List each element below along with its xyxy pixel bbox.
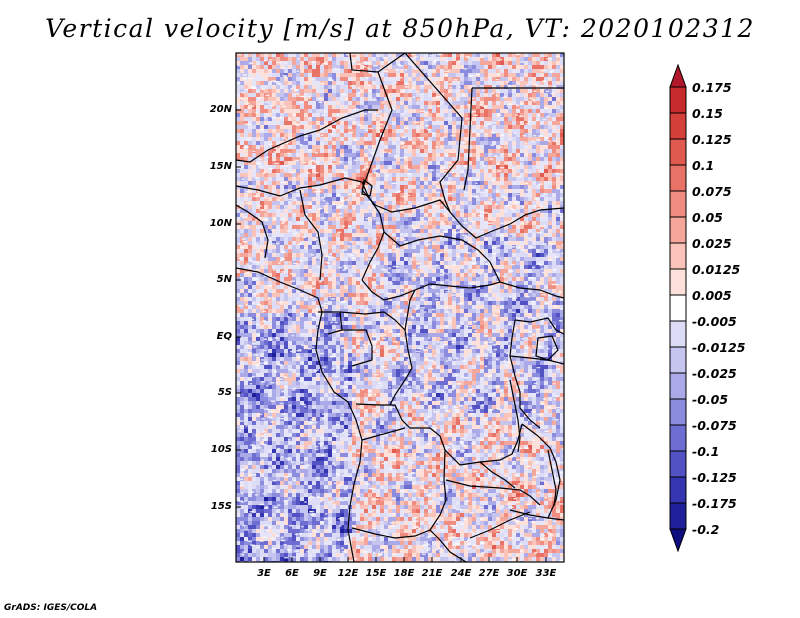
country-borders bbox=[236, 53, 564, 562]
lon-label: 12E bbox=[337, 568, 359, 579]
lat-label: 5S bbox=[217, 387, 232, 398]
colorbar-label: -0.175 bbox=[692, 496, 737, 511]
colorbar-segment bbox=[669, 424, 687, 452]
border-line bbox=[389, 329, 413, 406]
colorbar-bottom-arrow bbox=[669, 528, 687, 553]
colorbar-segment bbox=[669, 476, 687, 504]
border-line bbox=[361, 427, 406, 441]
colorbar-label: 0.15 bbox=[692, 106, 723, 121]
border-line bbox=[509, 319, 541, 429]
border-line bbox=[361, 71, 393, 191]
colorbar-segment bbox=[669, 450, 687, 478]
colorbar-segment bbox=[669, 138, 687, 166]
lat-label: 5N bbox=[216, 274, 232, 285]
border-line bbox=[429, 529, 467, 562]
colorbar bbox=[669, 63, 687, 553]
border-line bbox=[509, 355, 564, 365]
lake-victoria bbox=[535, 335, 559, 361]
colorbar-label: -0.0125 bbox=[692, 340, 746, 355]
lake-malawi bbox=[547, 449, 557, 507]
border-line bbox=[509, 509, 564, 521]
colorbar-label: 0.0125 bbox=[692, 262, 741, 277]
border-line bbox=[445, 479, 541, 506]
colorbar-segment bbox=[669, 502, 687, 530]
border-line bbox=[351, 449, 447, 539]
border-line bbox=[236, 109, 378, 163]
border-line bbox=[463, 87, 473, 191]
lat-label: 10N bbox=[209, 218, 232, 229]
colorbar-segment bbox=[669, 242, 687, 270]
map-title: Vertical velocity [m/s] at 850hPa, VT: 2… bbox=[45, 14, 755, 43]
border-line bbox=[318, 289, 416, 332]
lat-label: 10S bbox=[210, 444, 232, 455]
lon-label: 30E bbox=[506, 568, 528, 579]
lake-chad bbox=[361, 178, 373, 197]
velocity-field bbox=[236, 53, 564, 562]
colorbar-label: 0.1 bbox=[692, 158, 715, 173]
border-line bbox=[361, 189, 564, 239]
border-line bbox=[361, 195, 385, 281]
colorbar-segment bbox=[669, 268, 687, 296]
lon-label: 27E bbox=[478, 568, 500, 579]
latitude-ticks bbox=[236, 109, 241, 508]
border-line bbox=[479, 461, 516, 489]
colorbar-segment bbox=[669, 216, 687, 244]
colorbar-segment bbox=[669, 346, 687, 374]
border-line bbox=[499, 281, 564, 299]
colorbar-segment bbox=[669, 398, 687, 426]
colorbar-label: 0.005 bbox=[692, 288, 732, 303]
colorbar-segment bbox=[669, 320, 687, 348]
lat-label: 15S bbox=[210, 501, 232, 512]
border-line bbox=[514, 317, 564, 335]
colorbar-segment bbox=[669, 86, 687, 114]
colorbar-label: -0.025 bbox=[692, 366, 737, 381]
lon-label: 33E bbox=[535, 568, 557, 579]
lat-label: EQ bbox=[216, 331, 232, 342]
colorbar-segment bbox=[669, 372, 687, 400]
border-line bbox=[404, 53, 463, 213]
colorbar-label: 0.05 bbox=[692, 210, 723, 225]
colorbar-label: -0.05 bbox=[692, 392, 729, 407]
border-line bbox=[361, 279, 501, 301]
colorbar-label: -0.1 bbox=[692, 444, 720, 459]
colorbar-label: -0.005 bbox=[692, 314, 737, 329]
lon-label: 21E bbox=[421, 568, 443, 579]
border-line bbox=[521, 423, 561, 519]
lon-label: 9E bbox=[313, 568, 327, 579]
colorbar-label: -0.2 bbox=[692, 522, 720, 537]
border-line bbox=[236, 204, 269, 259]
border-line bbox=[469, 511, 531, 539]
longitude-ticks bbox=[263, 557, 547, 562]
colorbar-segment bbox=[669, 164, 687, 192]
lon-label: 3E bbox=[257, 568, 271, 579]
colorbar-label: 0.175 bbox=[692, 80, 732, 95]
lon-label: 18E bbox=[393, 568, 415, 579]
border-line bbox=[383, 231, 501, 283]
lon-label: 24E bbox=[450, 568, 472, 579]
colorbar-top-arrow bbox=[669, 63, 687, 88]
colorbar-label: 0.125 bbox=[692, 132, 732, 147]
border-line bbox=[355, 403, 523, 466]
colorbar-label: -0.075 bbox=[692, 418, 737, 433]
border-line bbox=[349, 53, 406, 73]
lon-label: 15E bbox=[365, 568, 387, 579]
colorbar-segment bbox=[669, 294, 687, 322]
lat-label: 20N bbox=[209, 104, 232, 115]
colorbar-segment bbox=[669, 112, 687, 140]
coastline bbox=[236, 267, 363, 562]
border-line bbox=[236, 177, 369, 197]
colorbar-segment bbox=[669, 190, 687, 218]
colorbar-label: 0.075 bbox=[692, 184, 732, 199]
lat-label: 15N bbox=[209, 161, 232, 172]
grads-credit: GrADS: IGES/COLA bbox=[4, 603, 98, 613]
border-line bbox=[342, 329, 373, 367]
lon-label: 6E bbox=[285, 568, 299, 579]
lake-tanganyika bbox=[509, 379, 521, 453]
map-frame bbox=[235, 52, 565, 563]
colorbar-label: -0.125 bbox=[692, 470, 737, 485]
colorbar-label: 0.025 bbox=[692, 236, 732, 251]
border-line bbox=[299, 189, 323, 281]
